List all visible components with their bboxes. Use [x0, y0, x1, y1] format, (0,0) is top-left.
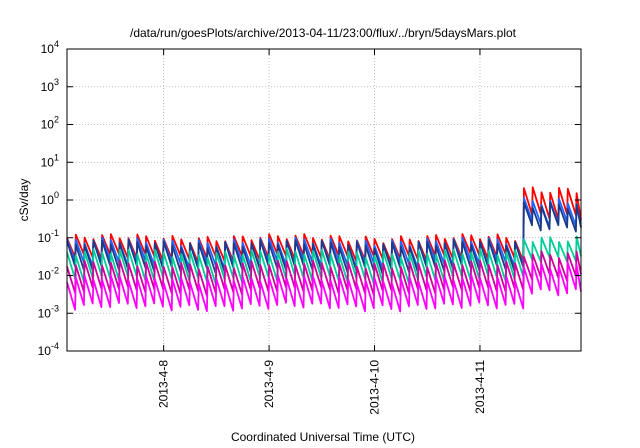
series-group — [66, 186, 582, 313]
plot-frame — [66, 48, 582, 352]
x-axis-label: Coordinated Universal Time (UTC) — [231, 430, 415, 444]
x-tick-label: 2013-4-9 — [262, 360, 276, 408]
y-tick-label: 10-2 — [38, 266, 59, 283]
series-line-1 — [66, 186, 582, 264]
x-axis: 2013-4-8 2013-4-9 2013-4-10 2013-4-11 — [157, 49, 487, 415]
series-line-3 — [66, 201, 582, 275]
y-axis-label: cSv/day — [17, 179, 31, 222]
y-tick-label: 101 — [41, 152, 59, 169]
y-tick-label: 103 — [41, 77, 59, 94]
y-tick-label: 104 — [41, 39, 59, 56]
y-tick-label: 102 — [41, 115, 59, 132]
x-tick-label: 2013-4-8 — [157, 360, 171, 408]
chart-title: /data/run/goesPlots/archive/2013-04-11/2… — [130, 26, 517, 40]
series-line-6 — [66, 261, 582, 313]
y-tick-label: 10-3 — [38, 303, 59, 320]
y-tick-label: 10-4 — [38, 341, 59, 358]
x-tick-label: 2013-4-10 — [368, 360, 382, 415]
y-tick-label: 10-1 — [38, 228, 59, 245]
y-axis: 10-4 10-3 10-2 10-1 100 101 102 103 104 — [38, 39, 581, 358]
x-tick-label: 2013-4-11 — [473, 360, 487, 414]
y-tick-label: 100 — [41, 190, 59, 207]
grid — [67, 49, 581, 351]
